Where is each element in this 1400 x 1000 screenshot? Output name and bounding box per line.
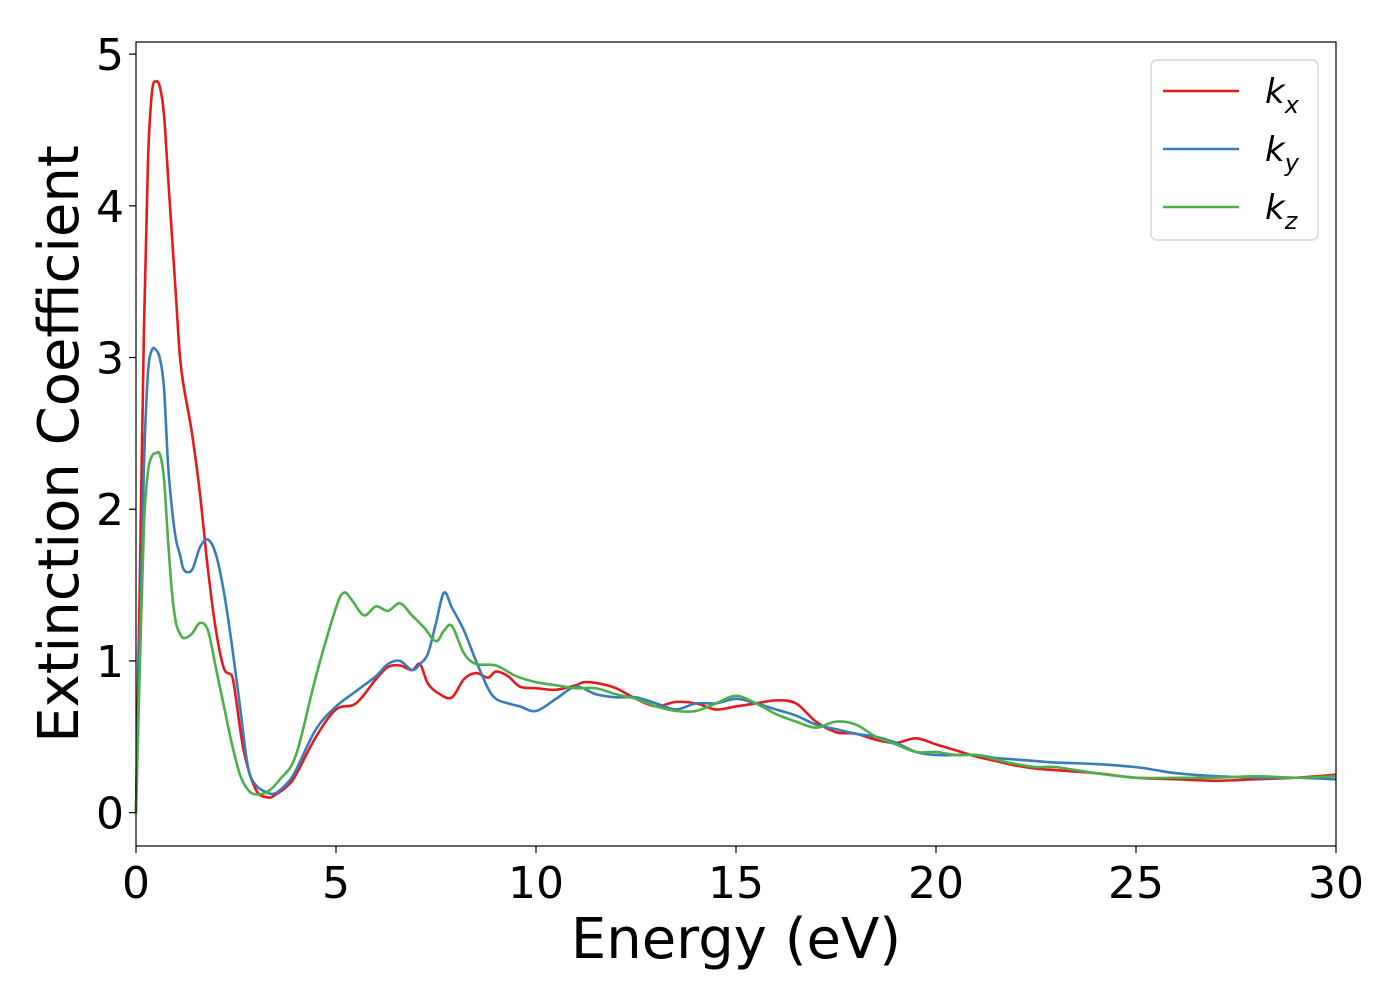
x-tick-label: 30 bbox=[1308, 858, 1364, 909]
y-axis: 0 1 2 3 4 5 bbox=[96, 30, 136, 840]
y-tick-label: 1 bbox=[96, 637, 124, 688]
x-tick-label: 10 bbox=[508, 858, 564, 909]
y-tick-label: 3 bbox=[96, 334, 124, 385]
series-line-kx bbox=[134, 79, 1337, 813]
series-line-kz bbox=[134, 450, 1337, 813]
y-tick-label: 5 bbox=[96, 30, 124, 81]
y-axis-title: Extinction Coefficient bbox=[27, 145, 92, 743]
y-tick-label: 0 bbox=[96, 789, 124, 840]
x-axis: 0 5 10 15 20 25 30 bbox=[122, 846, 1364, 909]
series-layer bbox=[134, 79, 1337, 813]
plot-area bbox=[136, 42, 1336, 846]
x-tick-label: 25 bbox=[1108, 858, 1164, 909]
x-tick-label: 20 bbox=[908, 858, 964, 909]
x-tick-label: 5 bbox=[322, 858, 350, 909]
x-tick-label: 15 bbox=[708, 858, 764, 909]
y-tick-label: 4 bbox=[96, 182, 124, 233]
x-tick-label: 0 bbox=[122, 858, 150, 909]
y-tick-label: 2 bbox=[96, 485, 124, 536]
x-axis-title: Energy (eV) bbox=[571, 907, 901, 972]
